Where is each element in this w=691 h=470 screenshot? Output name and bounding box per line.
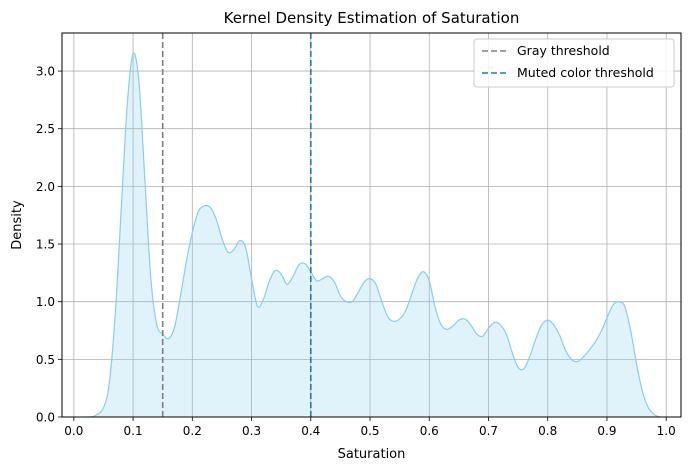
grid: [62, 33, 681, 418]
y-tick-label: 0.5: [36, 353, 55, 367]
legend-label-gray-threshold: Gray threshold: [517, 43, 610, 58]
x-tick-label: 0.3: [242, 424, 261, 438]
x-tick-label: 0.0: [64, 424, 83, 438]
y-axis-label: Density: [10, 200, 25, 250]
y-tick-label: 1.0: [36, 295, 55, 309]
x-tick-label: 0.5: [360, 424, 379, 438]
x-tick-label: 0.1: [124, 424, 143, 438]
chart-title: Kernel Density Estimation of Saturation: [224, 9, 520, 27]
x-tick-label: 0.4: [301, 424, 320, 438]
density-area-fill: [85, 53, 661, 417]
legend-box: [473, 38, 675, 88]
x-tick-label: 1.0: [657, 424, 676, 438]
legend: Gray threshold Muted color threshold: [473, 38, 675, 88]
x-tick-label: 0.2: [183, 424, 202, 438]
y-axis-ticks: 0.0 0.5 1.0 1.5 2.0 2.5 3.0: [36, 65, 62, 425]
x-tick-label: 0.9: [597, 424, 616, 438]
y-tick-label: 1.5: [36, 238, 55, 252]
density-curve: [85, 52, 661, 418]
y-tick-label: 0.0: [36, 411, 55, 425]
x-tick-label: 0.7: [479, 424, 498, 438]
x-tick-label: 0.8: [538, 424, 557, 438]
y-tick-label: 2.5: [36, 122, 55, 136]
legend-label-muted-color-threshold: Muted color threshold: [517, 65, 654, 80]
y-tick-label: 3.0: [36, 65, 55, 79]
plot-frame: [61, 32, 682, 418]
density-area-layer: [85, 52, 661, 418]
threshold-lines: [161, 33, 312, 417]
y-tick-label: 2.0: [36, 180, 55, 194]
x-axis-label: Saturation: [338, 447, 406, 462]
x-axis-ticks: 0.0 0.1 0.2 0.3 0.4 0.5 0.6 0.7 0.8 0.9 1.0: [64, 417, 676, 438]
x-tick-label: 0.6: [420, 424, 439, 438]
